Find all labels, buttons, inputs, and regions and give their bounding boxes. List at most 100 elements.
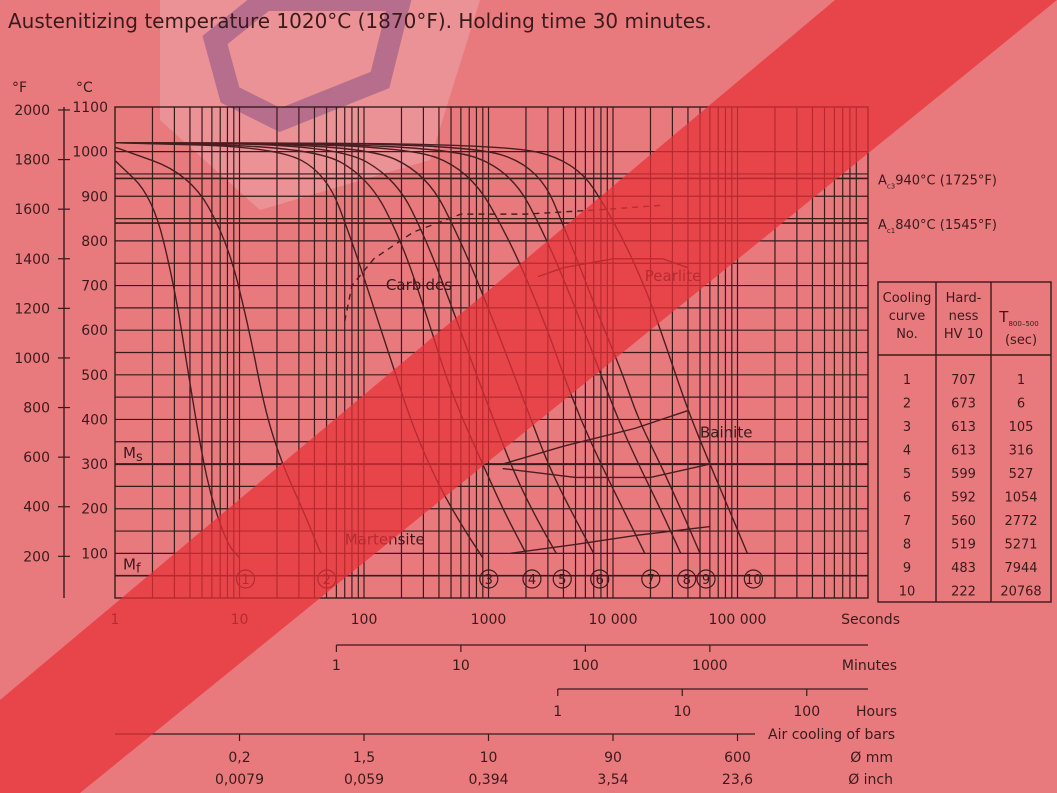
y-tick-celsius: 1000 [72,145,108,161]
martensite-boundary [510,525,710,555]
table-cell: 599 [951,467,976,482]
x-tick-minutes: 1000 [692,658,728,674]
y-tick-fahrenheit: 200 [23,549,50,565]
x-tick-seconds: 10 000 [589,612,638,628]
y-tick-celsius: 400 [81,412,108,428]
curve-marker-label-4: 4 [528,573,536,588]
x-axis-label-seconds: Seconds [841,612,900,628]
x-axis-label-minutes: Minutes [842,658,897,674]
x-tick-hours: 10 [673,704,691,720]
y-tick-celsius: 500 [81,368,108,384]
y-tick-fahrenheit: 1800 [14,153,50,169]
y-tick-fahrenheit: 1000 [14,351,50,367]
table-cell: 592 [951,491,976,506]
table-cell: 673 [951,397,976,412]
table-header-text: (sec) [1005,333,1037,348]
curve-marker-label-3: 3 [485,573,493,588]
bainite-lower-boundary [502,463,711,479]
reference-label: Ac1840°C (1545°F) [878,218,997,235]
table-cell: 8 [903,538,911,553]
y-tick-celsius: 200 [81,502,108,518]
y-tick-fahrenheit: 800 [23,401,50,417]
table-cell: 7944 [1004,561,1037,576]
y-tick-celsius: 700 [81,279,108,295]
x-tick-hours: 100 [793,704,820,720]
table-cell: 222 [951,585,976,600]
y-axis-unit-fahrenheit: °F [12,80,27,96]
table-cell: 316 [1009,444,1034,459]
y-tick-celsius: 900 [81,189,108,205]
table-cell: 1 [1017,373,1025,388]
table-cell: 10 [899,585,916,600]
table-header-text: curve [889,309,925,324]
table-cell: 560 [951,514,976,529]
y-tick-fahrenheit: 400 [23,500,50,516]
chart-title: Austenitizing temperature 1020°C (1870°F… [8,9,712,33]
curve-marker-7 [641,569,661,589]
curve-marker-label-5: 5 [558,573,566,588]
reference-label: Ms [123,444,143,465]
curve-marker-label-6: 6 [596,573,604,588]
y-tick-fahrenheit: 600 [23,450,50,466]
x-tick-diameter-mm: 90 [604,750,622,766]
table-cell: 1054 [1004,491,1037,506]
x-tick-diameter-mm: 10 [480,750,498,766]
x-tick-seconds: 1000 [471,612,507,628]
phase-label-carbides: Carbides [386,276,452,294]
table-cell: 6 [903,491,911,506]
table-cell: 483 [951,561,976,576]
x-axis-unit-inch: Ø inch [848,772,893,788]
x-tick-diameter-inch: 0,059 [344,772,384,788]
table-cell: 105 [1009,420,1034,435]
reference-label: Mf [123,556,141,577]
reference-label: Ac3940°C (1725°F) [878,173,997,190]
table-header-text: HV 10 [944,327,983,342]
x-tick-minutes: 1 [332,658,341,674]
x-tick-diameter-inch: 23,6 [722,772,753,788]
table-cell: 6 [1017,397,1025,412]
x-tick-seconds: 100 000 [709,612,767,628]
y-axis-unit-celsius: °C [76,80,93,96]
table-cell: 2772 [1004,514,1037,529]
table-cell: 4 [903,444,911,459]
y-tick-celsius: 800 [81,234,108,250]
table-cell: 613 [951,444,976,459]
table-header-text: ness [949,309,979,324]
table-cell: 2 [903,397,911,412]
y-axes: °F °C 100 200 300 400 500 600 700 800 900 1000 1100 2… [12,80,108,598]
phase-label-bainite: Bainite [700,423,752,441]
x-axis-unit-mm: Ø mm [850,750,893,766]
y-tick-fahrenheit: 2000 [14,103,50,119]
x-tick-diameter-inch: 0,0079 [215,772,264,788]
curve-marker-9 [696,569,716,589]
x-axis-label-hours: Hours [856,704,897,720]
x-tick-diameter-inch: 3,54 [597,772,628,788]
curve-marker-label-8: 8 [683,573,691,588]
table-cell: 3 [903,420,911,435]
curve-marker-label-10: 10 [745,573,762,588]
x-tick-diameter-mm: 0,2 [228,750,250,766]
table-cell: 5 [903,467,911,482]
curve-marker-6 [590,569,610,589]
y-tick-fahrenheit: 1600 [14,202,50,218]
bainite-upper-boundary [502,409,689,465]
table-header-text: Hard- [946,291,982,306]
x-tick-diameter-mm: 1,5 [353,750,375,766]
x-axis-label-air-cooling: Air cooling of bars [768,727,895,743]
table-cell: 519 [951,538,976,553]
curve-marker-label-9: 9 [702,573,710,588]
y-tick-fahrenheit: 1400 [14,252,50,268]
table-header-text: Cooling [883,291,932,306]
y-tick-fahrenheit: 1200 [14,301,50,317]
curve-marker-10 [743,569,763,589]
y-tick-celsius: 100 [81,546,108,562]
y-tick-celsius: 1100 [72,100,108,116]
table-cell: 9 [903,561,911,576]
x-tick-minutes: 100 [572,658,599,674]
table-cell: 20768 [1000,585,1041,600]
table-cell: 5271 [1004,538,1037,553]
